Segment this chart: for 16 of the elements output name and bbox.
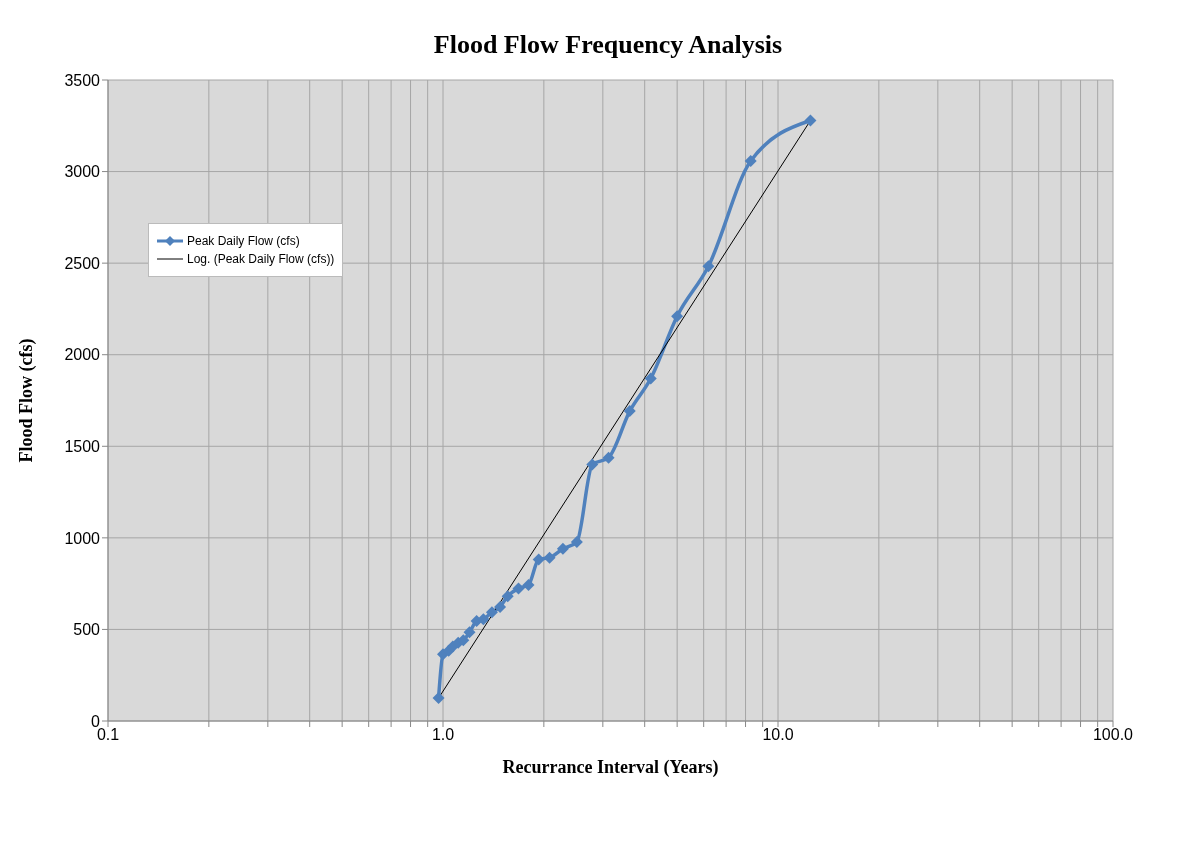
legend-label: Peak Daily Flow (cfs) xyxy=(187,234,300,248)
y-tick-label: 2000 xyxy=(64,346,101,364)
y-tick-label: 2500 xyxy=(64,254,101,272)
x-tick-label: 100.0 xyxy=(1092,726,1134,744)
y-tick-label: 1000 xyxy=(64,529,101,547)
y-tick-label: 3000 xyxy=(64,163,101,181)
y-axis-title: Flood Flow (cfs) xyxy=(16,338,38,463)
x-tick-label: 0.1 xyxy=(96,726,120,744)
chart-title: Flood Flow Frequency Analysis xyxy=(432,30,784,60)
legend-label: Log. (Peak Daily Flow (cfs)) xyxy=(187,252,335,266)
x-tick-label: 10.0 xyxy=(762,726,794,744)
y-tick-label: 500 xyxy=(73,621,101,639)
x-tick-label: 1.0 xyxy=(431,726,455,744)
y-tick-label: 1500 xyxy=(64,437,101,455)
y-tick-label: 3500 xyxy=(64,71,101,89)
x-axis-title: Recurrance Interval (Years) xyxy=(502,757,719,778)
